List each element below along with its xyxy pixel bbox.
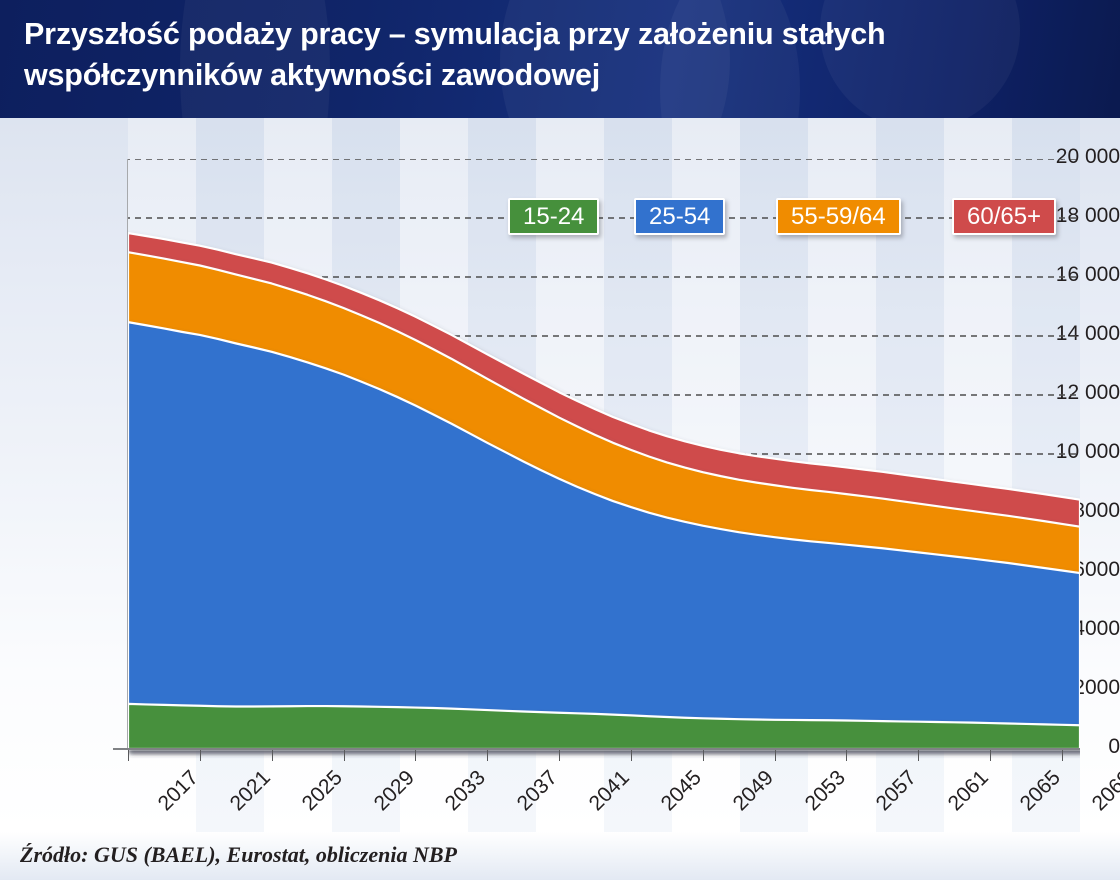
x-axis-tick (559, 750, 561, 761)
x-axis-tick (343, 750, 345, 761)
legend-item-25-54[interactable]: 25-54 (634, 198, 726, 235)
chart-board: 0 2000 4000 6000 8000 10 000 12 000 14 000 16 00… (0, 118, 1120, 832)
x-axis-tick (630, 750, 632, 761)
decorative-blob-icon (660, 0, 800, 118)
y-axis-tick-label: 16 000 (1055, 263, 1120, 286)
x-axis-tick (199, 750, 201, 761)
x-axis-tick (990, 750, 992, 761)
source-note: Źródło: GUS (BAEL), Eurostat, obliczenia… (20, 842, 457, 867)
area-fill (128, 321, 1080, 751)
x-axis-tick (487, 750, 489, 761)
x-axis-tick (918, 750, 920, 761)
y-axis-tick-label: 2000 (1073, 676, 1120, 699)
y-axis-line (127, 159, 128, 749)
y-axis-tick-label: 0 (1108, 735, 1120, 758)
legend-item-label: 55-59/64 (791, 202, 886, 230)
x-axis-tick (702, 750, 704, 761)
legend-item-label: 25-54 (649, 202, 711, 230)
x-axis-tick (271, 750, 273, 761)
x-axis-tick (774, 750, 776, 761)
x-axis-tick (1062, 750, 1064, 761)
plot-area (128, 159, 1080, 789)
header-banner: Przyszłość podaży pracy – symulacja przy… (0, 0, 1120, 118)
legend-item-15-24[interactable]: 15-24 (508, 198, 600, 235)
y-axis-tick-label: 8000 (1073, 499, 1120, 522)
y-axis-tick-label: 20 000 (1055, 145, 1120, 168)
area-series-15-24 (128, 702, 1080, 751)
y-axis-tick-label: 6000 (1073, 558, 1120, 581)
x-axis-tick (846, 750, 848, 761)
decorative-blob-icon (180, 0, 330, 118)
y-axis-tick-label: 12 000 (1055, 381, 1120, 404)
legend-item-55-59-64[interactable]: 55-59/64 (776, 198, 901, 235)
x-axis-line (113, 748, 1080, 750)
decorative-blob-icon (500, 0, 730, 118)
y-axis-tick-label: 10 000 (1055, 440, 1120, 463)
y-axis-tick-label: 18 000 (1055, 204, 1120, 227)
x-axis-tick (128, 750, 129, 761)
stacked-area-chart (128, 159, 1080, 751)
y-axis-tick-label: 4000 (1073, 617, 1120, 640)
decorative-blob-icon (820, 0, 1020, 118)
legend-item-label: 60/65+ (967, 202, 1042, 230)
legend-item-label: 15-24 (523, 202, 585, 230)
footer-bar (0, 832, 1120, 880)
area-series-25-54 (128, 321, 1080, 751)
y-axis-tick-label: 14 000 (1055, 322, 1120, 345)
x-axis-tick (415, 750, 417, 761)
area-fill (128, 702, 1080, 751)
legend-item-60-65-[interactable]: 60/65+ (952, 198, 1057, 235)
page-title: Przyszłość podaży pracy – symulacja przy… (24, 17, 886, 92)
